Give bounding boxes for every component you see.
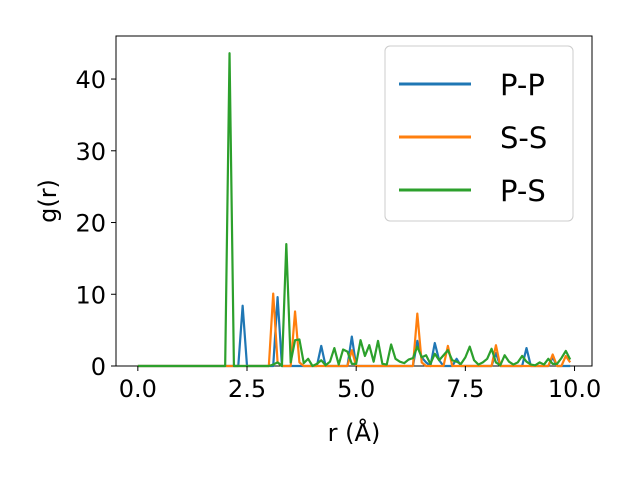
series-line-p-s — [137, 52, 572, 368]
x-tick-label: 2.5 — [228, 375, 266, 403]
y-tick-label: 30 — [75, 138, 106, 166]
x-tick-label: 10.0 — [548, 375, 601, 403]
y-tick-label: 40 — [75, 66, 106, 94]
y-axis-ticks: 0 10 20 30 40 — [75, 66, 116, 381]
y-tick-label: 0 — [91, 353, 106, 381]
legend-items: P-P S-S P-S — [399, 68, 547, 208]
y-axis-label: g(r) — [34, 179, 62, 223]
plot-area: 0.0 2.5 5.0 7.5 10.0 0 10 20 30 40 — [75, 35, 601, 403]
series-layer — [137, 52, 572, 368]
x-tick-label: 7.5 — [446, 375, 484, 403]
y-tick-label: 10 — [75, 281, 106, 309]
x-axis-label: r (Å) — [328, 418, 381, 447]
axes-frame — [115, 35, 593, 367]
y-tick-label: 20 — [75, 210, 106, 238]
x-tick-label: 5.0 — [337, 375, 375, 403]
legend-label-p-p: P-P — [500, 68, 545, 102]
legend-label-p-s: P-S — [500, 174, 546, 208]
legend: P-P S-S P-S — [384, 45, 574, 222]
x-tick-label: 0.0 — [119, 375, 157, 403]
legend-box — [384, 45, 574, 222]
x-axis-ticks: 0.0 2.5 5.0 7.5 10.0 — [119, 366, 601, 403]
legend-label-s-s: S-S — [500, 121, 547, 155]
